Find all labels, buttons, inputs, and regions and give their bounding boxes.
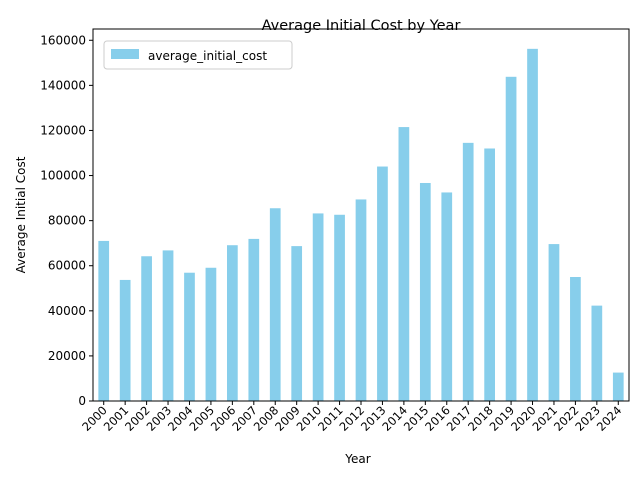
bar-2015 xyxy=(419,182,431,401)
bar-2023 xyxy=(591,305,603,401)
bar-2007 xyxy=(248,238,260,401)
bar-2010 xyxy=(312,213,324,401)
bar-2002 xyxy=(141,256,152,401)
plot-frame xyxy=(92,28,630,402)
bar-2021 xyxy=(548,244,560,401)
bar-2005 xyxy=(205,267,217,401)
bar-2014 xyxy=(398,127,410,401)
legend: average_initial_cost xyxy=(103,40,293,70)
x-tick-label-2024: 2024 xyxy=(594,403,625,434)
bar-2019 xyxy=(505,76,517,402)
bar-2009 xyxy=(291,246,303,401)
y-axis-label: Average Initial Cost xyxy=(14,156,28,273)
y-tick-label: 60000 xyxy=(48,259,86,273)
y-axis-ticks: 0 20000 40000 60000 80000 100000 120000 140000 1… xyxy=(40,33,93,408)
x-axis-label: Year xyxy=(344,452,370,466)
y-tick-label: 160000 xyxy=(40,33,86,47)
y-tick-label: 40000 xyxy=(48,304,86,318)
chart-title: Average Initial Cost by Year xyxy=(262,18,461,34)
bar-2008 xyxy=(269,208,281,401)
bar-2020 xyxy=(527,48,538,402)
y-tick-label: 120000 xyxy=(40,123,86,137)
y-tick-label: 140000 xyxy=(40,78,86,92)
bar-2006 xyxy=(227,245,238,401)
bar-2017 xyxy=(462,142,474,401)
y-tick-label: 100000 xyxy=(40,169,86,183)
y-tick-label: 20000 xyxy=(48,349,86,363)
bar-2013 xyxy=(377,166,388,401)
bar-2003 xyxy=(162,250,174,401)
y-tick-label: 80000 xyxy=(48,214,86,228)
legend-label: average_initial_cost xyxy=(148,49,267,63)
y-tick-label: 0 xyxy=(78,394,86,408)
bars-group xyxy=(98,48,624,402)
bar-2024 xyxy=(612,372,624,401)
bar-2000 xyxy=(98,240,110,401)
bar-2018 xyxy=(484,148,495,401)
bar-2001 xyxy=(119,279,131,401)
bar-2016 xyxy=(441,192,453,401)
bar-2022 xyxy=(570,277,581,401)
bar-2012 xyxy=(355,199,367,401)
bar-2004 xyxy=(184,272,195,401)
legend-swatch xyxy=(111,49,139,59)
legend-frame xyxy=(103,40,293,70)
bar-2011 xyxy=(334,214,345,401)
x-axis-ticks: 2000200120022003200420052006200720082009… xyxy=(79,401,624,434)
